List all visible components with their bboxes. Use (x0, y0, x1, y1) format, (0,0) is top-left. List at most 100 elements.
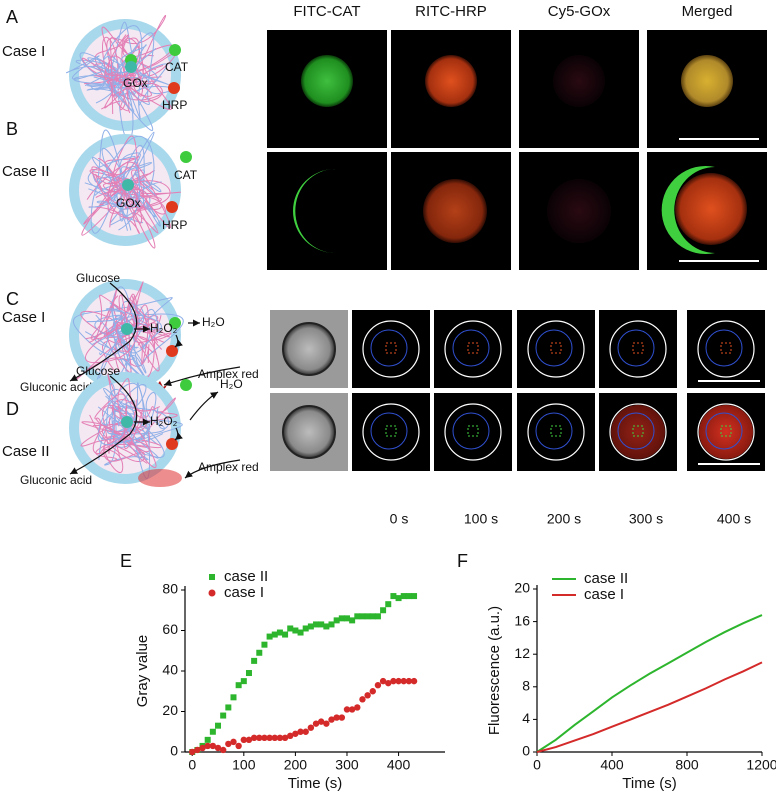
polymer-strand (110, 297, 150, 385)
fluorescence (681, 55, 733, 107)
data-point (209, 742, 217, 750)
roi (550, 425, 562, 437)
data-point (364, 692, 371, 699)
y-tick-label: 20 (514, 580, 530, 596)
roi (720, 342, 732, 354)
data-point (380, 607, 387, 614)
fluorescence (301, 55, 353, 107)
polymer-strand (115, 304, 149, 365)
arrow (174, 427, 183, 441)
data-point (302, 728, 309, 735)
panel-letter: C (6, 289, 19, 309)
droplet-image (282, 322, 336, 376)
product-fluorescence (611, 405, 665, 459)
time-label: 0 s (390, 511, 409, 527)
data-point (328, 621, 335, 628)
core-edge (617, 329, 655, 367)
legend-label: case II (224, 568, 268, 585)
data-point (240, 736, 248, 744)
reaction-label: H₂O (202, 315, 225, 329)
x-tick-label: 200 (284, 757, 308, 773)
x-axis-label: Time (s) (288, 775, 342, 792)
roi (550, 342, 562, 354)
data-line (536, 661, 763, 753)
data-point (189, 748, 196, 756)
reaction-label: H₂O (220, 377, 243, 391)
data-point (359, 613, 366, 620)
y-tick-label: 4 (522, 710, 530, 726)
arrow (189, 391, 219, 421)
polymer-strand (108, 161, 172, 229)
micrograph (352, 393, 430, 471)
time-label: 100 s (464, 511, 498, 527)
polymer-strand (111, 410, 151, 445)
reaction-label: Amplex red (198, 367, 259, 381)
x-tick-label: 100 (232, 757, 256, 773)
polymer-strand (75, 336, 158, 381)
droplet-edge (527, 403, 585, 461)
polymer-strand (91, 160, 148, 219)
core-edge (705, 412, 743, 450)
enzyme-label: CAT (165, 60, 189, 74)
case-label: Case I (2, 43, 45, 60)
polymer-strand (109, 383, 170, 440)
data-point (390, 593, 397, 600)
panel-letter: A (6, 7, 18, 27)
arrow (69, 282, 138, 382)
data-point (281, 734, 289, 742)
data-point (354, 704, 361, 711)
roi (467, 342, 479, 354)
core-edge (617, 412, 655, 450)
panel-letter: D (6, 399, 19, 419)
x-tick-label: 1200 (746, 757, 776, 773)
column-header: Merged (682, 3, 733, 20)
enzyme-label: GOx (116, 196, 141, 210)
polymer-strand (89, 414, 148, 464)
micrograph (352, 310, 430, 388)
data-point (343, 706, 351, 713)
enzyme (121, 416, 133, 428)
y-tick-label: 80 (162, 581, 178, 597)
column-header: Cy5-GOx (548, 3, 611, 20)
data-point (266, 734, 273, 742)
micrograph (599, 310, 677, 388)
data-point (287, 625, 294, 632)
product-stain (138, 469, 182, 487)
legend-marker (208, 589, 216, 597)
data-point (219, 746, 227, 754)
arrow (69, 375, 138, 475)
legend-marker (209, 574, 215, 580)
polymer-strand (94, 393, 144, 450)
data-point (323, 623, 330, 630)
y-tick-label: 40 (162, 662, 178, 678)
data-point (333, 714, 340, 721)
reaction-label: Gluconic acid (20, 380, 92, 394)
data-point (292, 730, 299, 737)
data-point (385, 601, 392, 608)
data-point (333, 617, 340, 624)
enzyme (166, 438, 178, 450)
polymer-strand (94, 300, 147, 388)
x-tick-label: 300 (335, 757, 359, 773)
enzyme (168, 82, 180, 94)
data-point (328, 716, 335, 723)
data-point (313, 621, 320, 628)
polymer-strand (132, 397, 176, 444)
roi (720, 425, 732, 437)
data-point (323, 720, 330, 727)
polymer-strand (107, 44, 169, 85)
data-point (374, 681, 382, 689)
data-point (276, 629, 283, 636)
roi (385, 342, 397, 354)
product-fluorescence (699, 405, 753, 459)
roi (467, 425, 479, 437)
data-point (225, 740, 232, 748)
panel-letter: F (457, 551, 468, 571)
droplet-edge (609, 403, 667, 461)
enzyme (125, 61, 137, 73)
fluorescence (661, 166, 715, 254)
droplet-image (282, 405, 336, 459)
data-point (230, 694, 237, 701)
data-point (349, 617, 356, 624)
droplet-edge (444, 320, 502, 378)
